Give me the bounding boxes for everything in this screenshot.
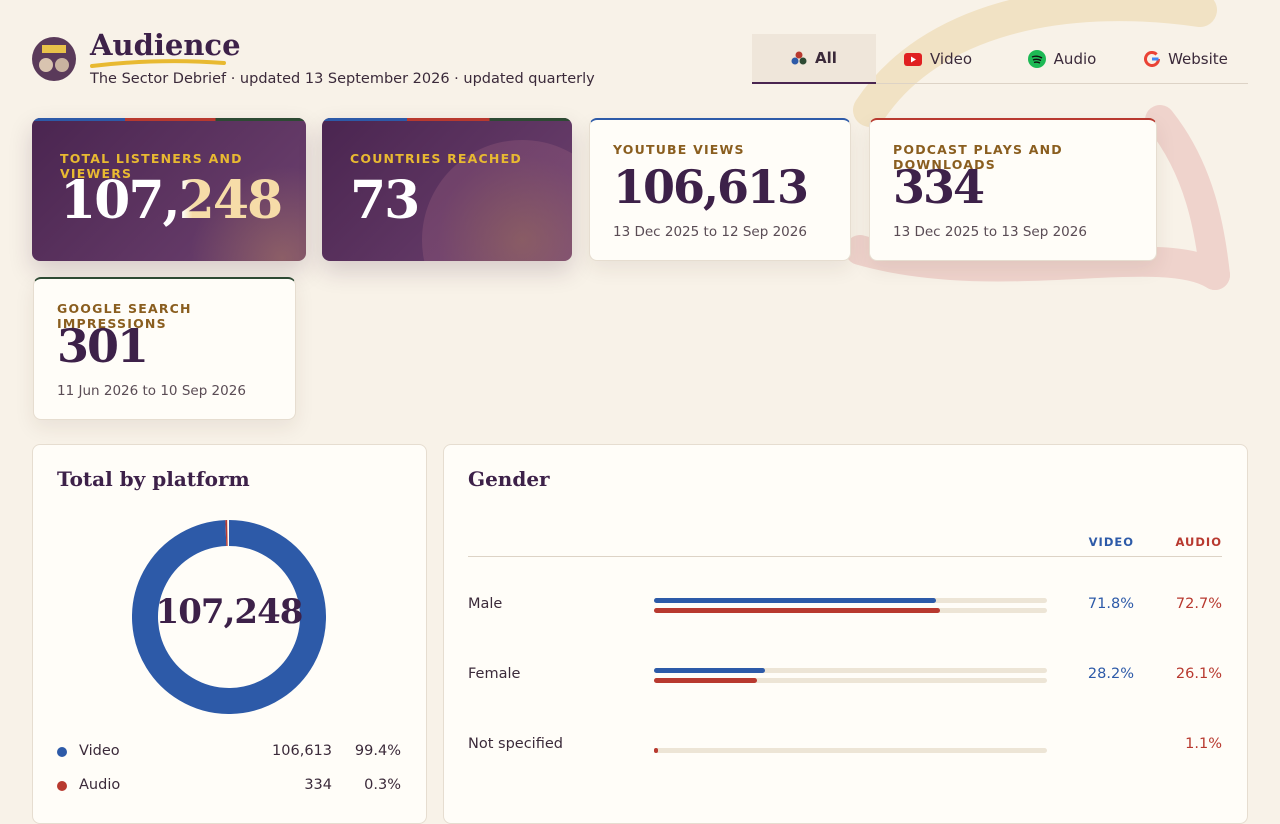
title-underline <box>90 58 230 70</box>
stat-card: PODCAST PLAYS AND DOWNLOADS 334 13 Dec 2… <box>869 118 1157 261</box>
legend-name: Video <box>79 743 120 759</box>
bar <box>654 748 658 753</box>
bar-track <box>654 608 1047 613</box>
legend-share: 99.4% <box>355 743 401 759</box>
row-label: Not specified <box>468 736 563 752</box>
bar-value: 72.7% <box>1176 596 1222 612</box>
row-label: Male <box>468 596 502 612</box>
page: Audience The Sector Debrief · updated 13… <box>0 0 1280 800</box>
bar <box>654 598 936 603</box>
avatar <box>32 37 77 82</box>
card-value: 106,613 <box>613 160 807 214</box>
panel-title: Total by platform <box>57 467 250 491</box>
legend-value: 106,613 <box>272 743 332 759</box>
legend-dot <box>57 747 67 757</box>
card-value: 107,248 <box>60 170 281 231</box>
tab[interactable]: Website <box>1124 34 1248 84</box>
stat-card: YOUTUBE VIEWS 106,613 13 Dec 2025 to 12 … <box>589 118 851 261</box>
bar-value: 1.1% <box>1185 736 1222 752</box>
bar-value: 26.1% <box>1176 666 1222 682</box>
bar-track <box>654 668 1047 673</box>
header-rule <box>468 556 1222 557</box>
card-range: 11 Jun 2026 to 10 Sep 2026 <box>57 383 246 399</box>
bar-value: 28.2% <box>1088 666 1134 682</box>
bar-track <box>654 678 1047 683</box>
column-header: VIDEO <box>1089 535 1134 549</box>
page-title: Audience <box>90 28 241 62</box>
card-value: 334 <box>893 160 983 214</box>
tab-label: Audio <box>1054 50 1097 68</box>
gender-panel: Gender <box>443 444 1248 824</box>
tab-label: All <box>815 49 837 67</box>
card-range: 13 Dec 2025 to 13 Sep 2026 <box>893 224 1087 240</box>
donut-total: 107,248 <box>132 592 326 632</box>
panel-title: Gender <box>468 467 550 491</box>
subtitle: The Sector Debrief · updated 13 Septembe… <box>90 71 595 87</box>
bar <box>654 608 940 613</box>
tab[interactable]: Audio <box>1000 34 1124 84</box>
bar-value: 71.8% <box>1088 596 1134 612</box>
card-range: 13 Dec 2025 to 12 Sep 2026 <box>613 224 807 240</box>
bar <box>654 668 765 673</box>
legend-share: 0.3% <box>364 777 401 793</box>
card-stripe <box>322 118 572 121</box>
stat-card: TOTAL LISTENERS AND VIEWERS 107,248 <box>32 118 306 261</box>
stat-card: GOOGLE SEARCH IMPRESSIONS 301 11 Jun 202… <box>33 277 296 420</box>
row-label: Female <box>468 666 520 682</box>
legend-name: Audio <box>79 777 120 793</box>
tab[interactable]: All <box>752 34 876 84</box>
legend-dot <box>57 781 67 791</box>
tab-label: Video <box>930 50 972 68</box>
tab-label: Website <box>1168 50 1228 68</box>
stat-card: COUNTRIES REACHED 73 <box>322 118 572 261</box>
bar <box>654 678 757 683</box>
bar-track <box>654 598 1047 603</box>
tab[interactable]: Video <box>876 34 1000 84</box>
bar-track <box>654 748 1047 753</box>
card-value: 73 <box>350 170 418 231</box>
legend-value: 334 <box>304 777 332 793</box>
card-value: 301 <box>57 319 147 373</box>
card-stripe <box>32 118 306 121</box>
column-header: AUDIO <box>1176 535 1223 549</box>
card-label: COUNTRIES REACHED <box>350 151 522 166</box>
card-label: YOUTUBE VIEWS <box>613 142 745 157</box>
